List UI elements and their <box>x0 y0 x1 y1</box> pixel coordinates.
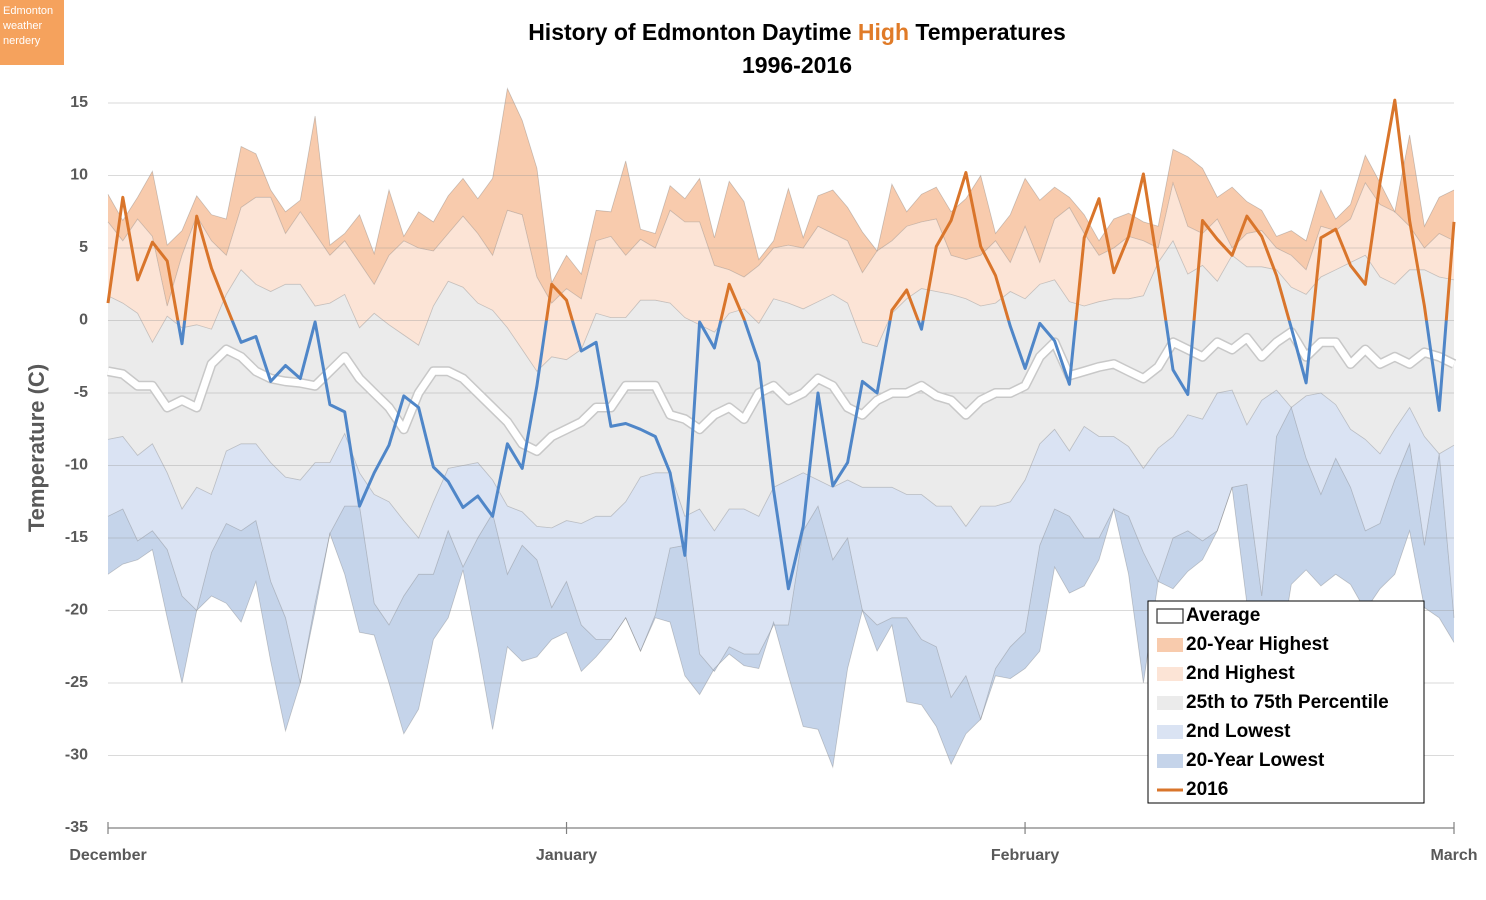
badge: Edmonton weather nerdery <box>0 0 64 65</box>
y-tick-label: -30 <box>65 747 88 764</box>
legend-box <box>1147 600 1425 804</box>
legend-label: 20-Year Highest <box>1186 634 1329 655</box>
band-area <box>108 390 1454 720</box>
title-end: Temperatures <box>915 19 1065 45</box>
series-line-outline <box>107 327 1457 456</box>
x-tick-label: January <box>536 847 597 864</box>
y-tick-label: 0 <box>79 312 88 329</box>
legend-swatch <box>1157 638 1183 652</box>
y-tick-label: -15 <box>65 529 88 546</box>
band-edge <box>107 181 1455 307</box>
band-area <box>108 182 1454 372</box>
band-edge <box>107 389 1455 539</box>
series-line <box>106 98 1456 321</box>
y-axis-label: Temperature (C) <box>24 364 49 532</box>
y-tick-label: 5 <box>79 239 88 256</box>
legend-swatch <box>1157 725 1183 739</box>
legend-swatch <box>1157 696 1183 710</box>
series-line <box>107 328 1456 455</box>
legend-label: Average <box>1186 605 1260 626</box>
legend-label: 2nd Lowest <box>1186 721 1291 742</box>
band-area <box>108 88 1454 306</box>
legend-label: 25th to 75th Percentile <box>1186 692 1389 713</box>
y-tick-label: -5 <box>74 384 88 401</box>
x-tick-label: March <box>1430 847 1477 864</box>
band-edge <box>107 239 1455 372</box>
x-tick-label: December <box>69 847 146 864</box>
y-tick-label: -35 <box>65 819 88 836</box>
band-edge <box>107 406 1455 721</box>
x-tick-label: February <box>991 847 1060 864</box>
y-tick-label: -10 <box>65 457 88 474</box>
legend-label: 2nd Highest <box>1186 663 1295 684</box>
legend-swatch <box>1156 608 1184 624</box>
legend-label: 2016 <box>1186 779 1228 800</box>
chart-title: History of Edmonton Daytime High Tempera… <box>528 19 1066 45</box>
legend-label: 20-Year Lowest <box>1186 750 1325 771</box>
legend-swatch <box>1157 754 1183 768</box>
y-tick-label: 10 <box>70 167 88 184</box>
y-tick-label: -20 <box>65 602 88 619</box>
series-line <box>176 320 1448 591</box>
y-tick-label: 15 <box>70 94 88 111</box>
legend-swatch <box>1157 667 1183 681</box>
band-area <box>108 240 1454 539</box>
title-highlight: High <box>858 19 909 45</box>
band-edge <box>107 487 1455 769</box>
band-area <box>108 407 1454 768</box>
title-start: History of Edmonton Daytime <box>528 19 851 45</box>
y-tick-label: -25 <box>65 674 88 691</box>
chart-subtitle: 1996-2016 <box>742 52 852 78</box>
band-edge <box>107 87 1455 285</box>
